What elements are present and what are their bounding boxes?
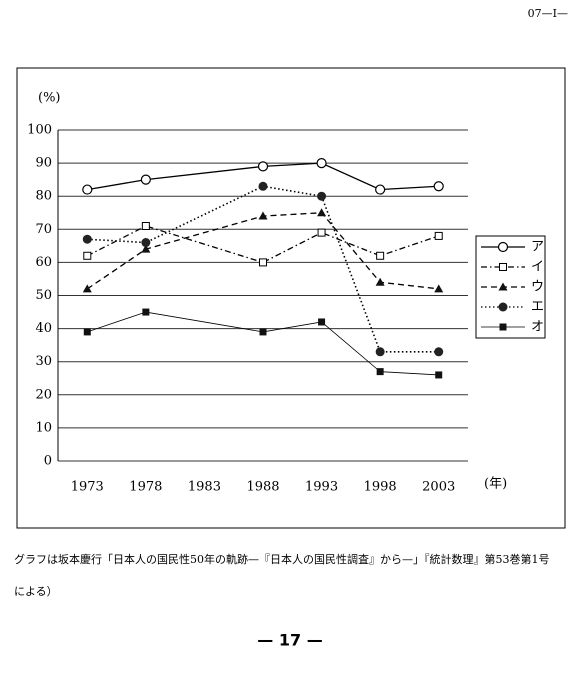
y-tick-label: 50 bbox=[35, 288, 52, 303]
marker bbox=[258, 181, 268, 191]
chart-frame bbox=[16, 67, 566, 529]
caption-line: による） bbox=[14, 585, 58, 598]
marker bbox=[317, 208, 327, 217]
series-line bbox=[87, 185, 439, 353]
y-tick-label: 90 bbox=[35, 156, 52, 171]
y-tick-label: 60 bbox=[35, 255, 52, 270]
marker bbox=[317, 191, 327, 201]
marker bbox=[433, 181, 444, 192]
y-tick-label: 30 bbox=[35, 354, 52, 369]
marker bbox=[82, 184, 93, 195]
marker bbox=[434, 231, 443, 240]
y-tick-label: 70 bbox=[35, 222, 52, 237]
x-axis-label: (年) bbox=[484, 477, 507, 492]
marker bbox=[259, 258, 267, 267]
marker bbox=[258, 211, 268, 220]
y-axis-label: (%) bbox=[38, 91, 61, 106]
y-tick-label: 10 bbox=[35, 420, 52, 435]
x-tick-label: 2003 bbox=[422, 480, 455, 495]
x-tick-label: 1993 bbox=[305, 480, 338, 495]
x-tick-label: 1988 bbox=[246, 480, 279, 495]
x-tick-label: 1978 bbox=[129, 480, 162, 495]
marker bbox=[317, 228, 326, 237]
page-header: 07—I— bbox=[528, 7, 568, 20]
marker bbox=[82, 234, 92, 244]
legend-label: オ bbox=[531, 320, 544, 335]
marker bbox=[82, 284, 92, 293]
marker bbox=[140, 174, 151, 185]
x-tick-label: 1998 bbox=[364, 480, 397, 495]
marker bbox=[376, 368, 384, 376]
marker bbox=[142, 308, 150, 316]
legend-label: エ bbox=[531, 300, 544, 315]
marker bbox=[259, 328, 267, 336]
legend-label: ア bbox=[531, 240, 544, 255]
y-tick-label: 80 bbox=[35, 189, 52, 204]
legend-box bbox=[475, 235, 546, 339]
legend-label: イ bbox=[531, 260, 544, 275]
caption-line: グラフは坂本慶行「日本人の国民性50年の軌跡—『日本人の国民性調査』から—」『統… bbox=[14, 552, 550, 566]
x-tick-label: 1983 bbox=[188, 480, 221, 495]
marker bbox=[318, 318, 326, 326]
marker bbox=[141, 238, 151, 248]
marker bbox=[498, 282, 508, 291]
marker bbox=[375, 184, 386, 195]
series-line bbox=[87, 311, 439, 376]
marker bbox=[141, 244, 151, 253]
page-number: — 17 — bbox=[257, 631, 322, 650]
marker bbox=[498, 302, 508, 312]
marker bbox=[434, 284, 444, 293]
marker bbox=[141, 221, 150, 230]
marker bbox=[499, 323, 507, 331]
series-line bbox=[87, 162, 439, 191]
marker bbox=[499, 263, 507, 271]
marker bbox=[497, 241, 509, 253]
marker bbox=[434, 347, 444, 357]
series-line bbox=[86, 225, 439, 264]
marker bbox=[375, 277, 385, 286]
legend-label: ウ bbox=[531, 280, 544, 295]
marker bbox=[376, 251, 385, 260]
y-tick-label: 0 bbox=[44, 454, 52, 469]
x-tick-label: 1973 bbox=[71, 480, 104, 495]
y-tick-label: 40 bbox=[35, 321, 52, 336]
marker bbox=[316, 158, 327, 169]
marker bbox=[375, 347, 385, 357]
y-tick-label: 20 bbox=[35, 387, 52, 402]
marker bbox=[83, 328, 91, 336]
marker bbox=[257, 161, 269, 172]
marker bbox=[435, 371, 443, 379]
y-tick-label: 100 bbox=[27, 123, 52, 138]
series-line bbox=[86, 212, 439, 290]
marker bbox=[83, 251, 92, 260]
